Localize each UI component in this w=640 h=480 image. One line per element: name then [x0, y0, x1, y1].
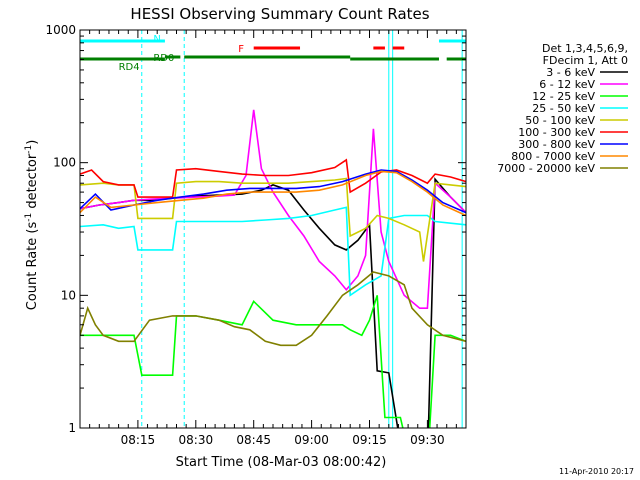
series-line-3	[80, 206, 466, 297]
y-tick-label-1: 10	[61, 288, 76, 302]
series-line-7	[80, 170, 466, 217]
x-tick-label-1: 08:30	[179, 433, 214, 447]
legend-entry-0: 3 - 6 keV	[546, 66, 595, 79]
y-axis-label: Count Rate (s-1 detector-1)	[24, 140, 40, 311]
x-tick-label-5: 09:30	[410, 433, 445, 447]
legend-entry-5: 100 - 300 keV	[518, 126, 595, 139]
plot-area	[80, 30, 466, 428]
series-line-0	[80, 177, 466, 428]
legend-entry-7: 800 - 7000 keV	[511, 150, 595, 163]
rd0-label: RD0	[153, 53, 174, 64]
y-tick-label-3: 1000	[45, 23, 76, 37]
y-tick-label-0: 1	[68, 421, 76, 435]
series-line-1	[80, 109, 466, 309]
x-tick-label-3: 09:00	[294, 433, 329, 447]
x-tick-label-2: 08:45	[236, 433, 271, 447]
series-line-4	[80, 177, 466, 262]
series-line-5	[80, 158, 466, 198]
legend-entry-1: 6 - 12 keV	[539, 78, 595, 91]
night-label: N	[153, 34, 160, 45]
flare-label: F	[238, 44, 244, 55]
x-tick-label-0: 08:15	[121, 433, 156, 447]
axes: 1 10 100 1000 08:15 08:30 08:45 09:00 09:15 09:30	[45, 23, 467, 447]
plot-frame	[79, 29, 467, 429]
legend-header-line-2: FDecim 1, Att 0	[543, 54, 628, 67]
x-axis-label: Start Time (08-Mar-03 08:00:42)	[176, 455, 387, 470]
legend-entry-4: 50 - 100 keV	[525, 114, 595, 127]
footer-timestamp: 11-Apr-2010 20:17	[559, 467, 634, 476]
series-line-8	[80, 271, 466, 347]
chart-title: HESSI Observing Summary Count Rates	[130, 5, 429, 23]
legend-header-line-1: Det 1,3,4,5,6,9,	[542, 42, 628, 55]
legend-entry-6: 300 - 800 keV	[518, 138, 595, 151]
legend-entry-3: 25 - 50 keV	[532, 102, 595, 115]
x-tick-label-4: 09:15	[352, 433, 387, 447]
rd4-label: RD4	[119, 62, 140, 73]
y-tick-label-2: 100	[53, 156, 76, 170]
legend-entry-2: 12 - 25 keV	[532, 90, 595, 103]
legend-entry-8: 7000 - 20000 keV	[497, 162, 595, 175]
legend: Det 1,3,4,5,6,9, FDecim 1, Att 0 3 - 6 k…	[497, 42, 628, 175]
annotation-bars: N F RD4 RD0	[80, 34, 466, 73]
